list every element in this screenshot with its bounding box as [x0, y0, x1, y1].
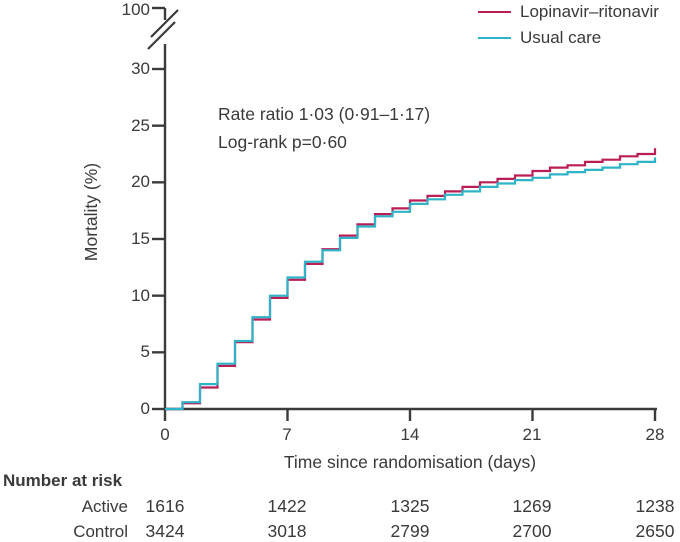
risk-table-title: Number at risk [3, 471, 123, 490]
x-tick-label-28: 28 [645, 425, 665, 444]
usual-care-line-swatch [478, 37, 511, 39]
series-usual-care [165, 157, 657, 411]
rate-ratio-text: Rate ratio 1·03 (0·91–1·17) [218, 104, 431, 124]
y-tick-label-100: 100 [121, 0, 150, 19]
log-rank-text: Log-rank p=0·60 [218, 131, 347, 152]
risk-active-d28: 1238 [635, 496, 675, 516]
legend-label-lopinavir: Lopinavir–ritonavir [520, 2, 659, 21]
risk-row-label-control: Control [73, 522, 128, 541]
x-axis [163, 407, 657, 421]
risk-active-d7: 1422 [267, 496, 307, 516]
stats-annotation: Rate ratio 1·03 (0·91–1·17) Log-rank p=0… [218, 101, 430, 156]
y-tick-label-0: 0 [140, 399, 150, 418]
risk-active-d0: 1616 [145, 496, 185, 516]
x-tick-label-14: 14 [400, 425, 420, 444]
risk-control-d14: 2799 [390, 521, 430, 541]
risk-control-d7: 3018 [267, 521, 307, 541]
x-tick-label-7: 7 [282, 425, 292, 444]
risk-active-d14: 1325 [390, 496, 430, 516]
legend-item-usual-care: Usual care [478, 27, 659, 49]
risk-active-d21: 1269 [512, 496, 552, 516]
y-axis-title: Mortality (%) [81, 162, 101, 262]
y-tick-label-25: 25 [131, 116, 150, 135]
x-axis-title: Time since randomisation (days) [283, 452, 537, 472]
series-lopinavir [165, 148, 657, 411]
y-tick-label-30: 30 [131, 59, 150, 78]
risk-control-d21: 2700 [512, 521, 552, 541]
x-tick-label-21: 21 [522, 425, 542, 444]
legend-item-lopinavir: Lopinavir–ritonavir [478, 1, 659, 23]
y-tick-label-5: 5 [140, 342, 150, 361]
y-tick-label-20: 20 [131, 172, 150, 191]
risk-row-label-active: Active [81, 497, 128, 516]
risk-control-d0: 3424 [145, 521, 185, 541]
x-tick-label-0: 0 [160, 425, 170, 444]
lopinavir-line-swatch [478, 11, 511, 13]
y-tick-label-10: 10 [131, 286, 150, 305]
y-tick-label-15: 15 [131, 229, 150, 248]
legend: Lopinavir–ritonavir Usual care [478, 1, 659, 49]
y-axis [147, 6, 179, 411]
risk-control-d28: 2650 [635, 521, 675, 541]
legend-label-usual-care: Usual care [520, 28, 602, 47]
